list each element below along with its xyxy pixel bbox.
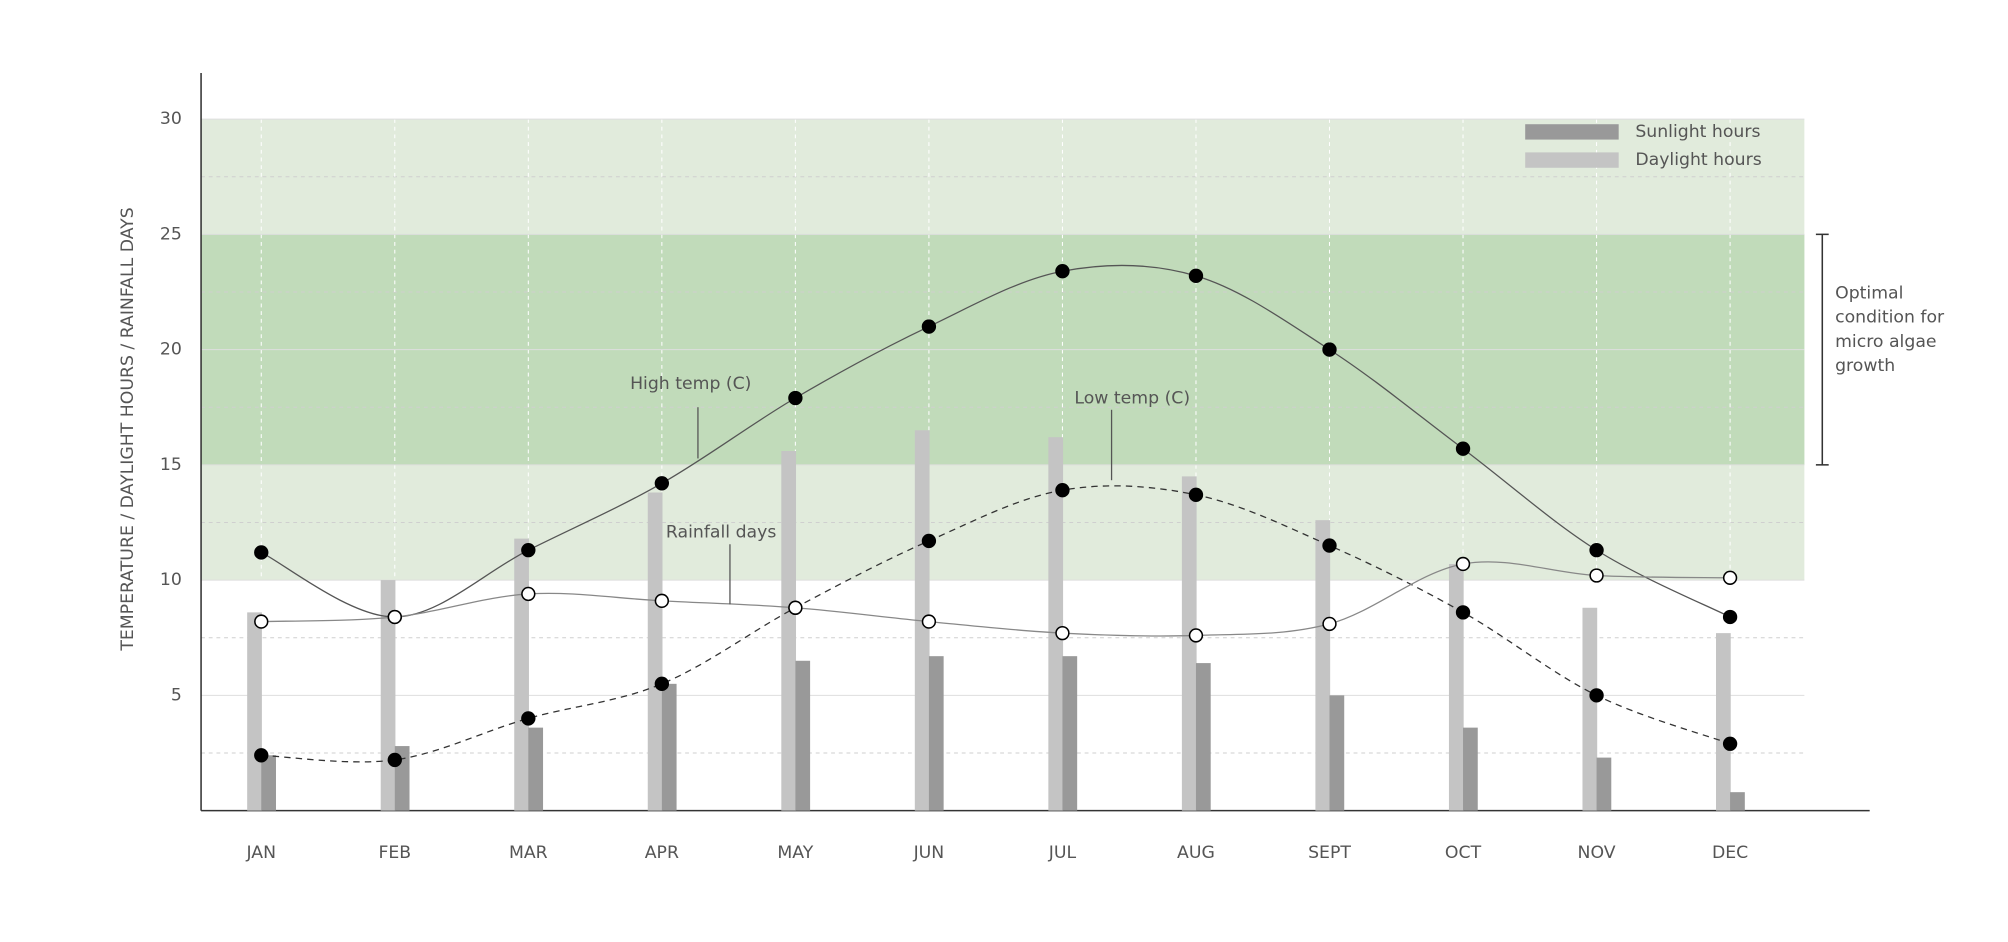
x-tick-label: MAY	[777, 843, 813, 863]
point	[1455, 605, 1471, 620]
bar	[1048, 437, 1064, 811]
point	[1589, 688, 1604, 703]
y-tick-label: 10	[160, 570, 182, 590]
series-label: High temp (C)	[630, 374, 751, 394]
legend-label: Sunlight hours	[1635, 122, 1760, 142]
bar	[1730, 792, 1745, 811]
point	[921, 319, 937, 334]
bar	[1463, 727, 1478, 811]
point	[521, 711, 536, 726]
point	[1722, 570, 1738, 585]
bar	[1582, 607, 1598, 811]
point	[254, 545, 269, 560]
x-tick-label: APR	[645, 843, 679, 863]
point	[254, 748, 269, 763]
x-tick-label: JUN	[913, 843, 945, 863]
point	[521, 586, 536, 602]
y-tick-label: 30	[160, 109, 182, 129]
point	[1722, 609, 1738, 625]
x-tick-label: AUG	[1177, 843, 1215, 863]
bar	[647, 492, 663, 811]
bracket-note: condition for	[1835, 308, 1945, 328]
point	[1455, 441, 1471, 456]
point	[1322, 616, 1337, 632]
bracket-note: growth	[1835, 356, 1895, 376]
x-tick-label: DEC	[1712, 843, 1748, 863]
x-tick-label: MAR	[509, 843, 548, 863]
y-tick-label: 5	[171, 685, 182, 705]
bar	[1195, 663, 1211, 811]
point	[1188, 268, 1204, 284]
x-tick-label: SEPT	[1308, 843, 1351, 863]
bar	[795, 660, 811, 811]
bar	[661, 683, 677, 811]
bar	[1596, 757, 1612, 811]
point	[1055, 483, 1070, 498]
bar	[261, 755, 276, 811]
point	[921, 533, 937, 549]
point	[387, 752, 402, 768]
point	[1188, 628, 1204, 643]
line	[261, 561, 1731, 637]
point	[1589, 568, 1604, 583]
x-tick-label: NOV	[1578, 843, 1616, 863]
x-tick-label: FEB	[378, 843, 411, 863]
x-tick-label: JUL	[1048, 843, 1077, 863]
point	[1055, 625, 1070, 641]
x-tick-label: OCT	[1445, 843, 1482, 863]
point	[654, 593, 670, 609]
y-tick-label: 20	[160, 340, 182, 360]
bar	[781, 451, 797, 811]
bar	[247, 612, 262, 811]
bar	[1062, 656, 1078, 811]
bar	[1329, 695, 1345, 811]
y-tick-label: 15	[160, 455, 182, 475]
point	[254, 614, 269, 629]
bar	[528, 727, 544, 811]
point	[1589, 542, 1604, 558]
bar	[1448, 563, 1464, 811]
point	[1322, 538, 1337, 553]
series-label: Low temp (C)	[1074, 388, 1190, 408]
bar	[928, 656, 944, 811]
y-axis-label: TEMPERATURE / DAYLIGHT HOURS / RAINFALL …	[118, 207, 138, 651]
legend-swatch	[1525, 152, 1619, 168]
point	[1455, 556, 1471, 572]
point	[1055, 264, 1070, 279]
point	[1188, 487, 1204, 502]
y-tick-label: 25	[160, 224, 182, 244]
legend-swatch	[1525, 124, 1619, 140]
point	[921, 614, 937, 629]
series-label: Rainfall days	[666, 523, 776, 543]
point	[788, 390, 803, 406]
point	[654, 676, 670, 692]
legend-label: Daylight hours	[1635, 150, 1761, 170]
bracket-note: Optimal	[1835, 283, 1903, 303]
point	[1722, 736, 1738, 751]
bar	[1716, 633, 1731, 811]
bar	[1315, 520, 1331, 811]
bracket-note: micro algae	[1835, 332, 1936, 352]
point	[1322, 342, 1337, 357]
point	[654, 476, 670, 491]
bar	[1181, 476, 1197, 811]
x-tick-label: JAN	[246, 843, 277, 863]
bar	[380, 580, 396, 811]
point	[521, 542, 536, 558]
line	[260, 264, 1731, 618]
point	[788, 600, 803, 615]
point	[387, 609, 402, 625]
bar	[514, 538, 529, 811]
